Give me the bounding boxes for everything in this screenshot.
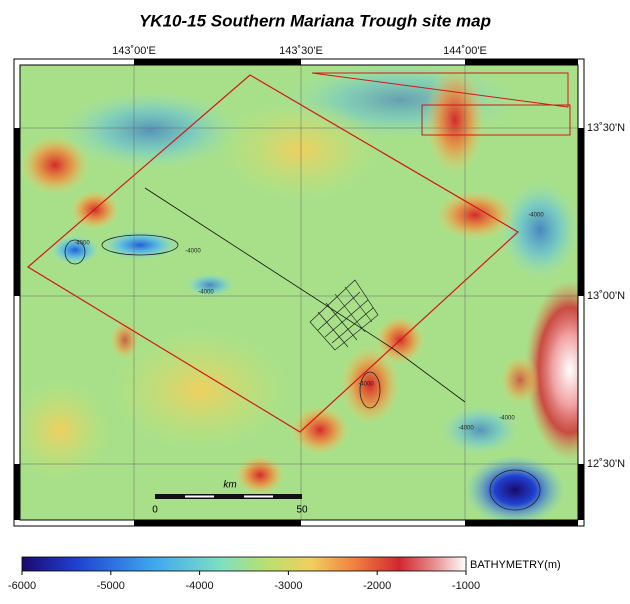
colorbar-tick-label: -2000 — [363, 580, 391, 592]
contour-label: -4000 — [499, 416, 515, 422]
contour-label: -4000 — [358, 382, 374, 388]
colorbar-tick-label: -1000 — [452, 580, 480, 592]
scale-unit: km — [223, 480, 236, 491]
contour-label: -4000 — [198, 290, 214, 296]
colorbar-tick-label: -6000 — [8, 580, 36, 592]
scale-label: 0 — [152, 505, 158, 516]
colorbar-tick-label: -5000 — [97, 580, 125, 592]
colorbar — [21, 556, 467, 572]
lat-label: 13˚30'N — [587, 122, 625, 134]
colorbar-tick-label: -3000 — [274, 580, 302, 592]
lon-label: 144˚00'E — [443, 45, 487, 57]
colorbar-label: BATHYMETRY(m) — [470, 559, 561, 571]
lat-label: 12˚30'N — [587, 458, 625, 470]
lon-label: 143˚30'E — [279, 45, 323, 57]
contour-label: -4000 — [185, 249, 201, 255]
map-frame — [13, 58, 585, 527]
colorbar-tick-label: -4000 — [186, 580, 214, 592]
scale-label: 50 — [296, 505, 308, 516]
bathymetry — [20, 65, 578, 520]
contour-label: -4000 — [528, 213, 544, 219]
lon-label: 143˚00'E — [112, 45, 156, 57]
lat-label: 13˚00'N — [587, 290, 625, 302]
contour-label: -4000 — [74, 241, 90, 247]
title: YK10-15 Southern Mariana Trough site map — [139, 11, 491, 30]
contour-label: -4000 — [458, 426, 474, 432]
